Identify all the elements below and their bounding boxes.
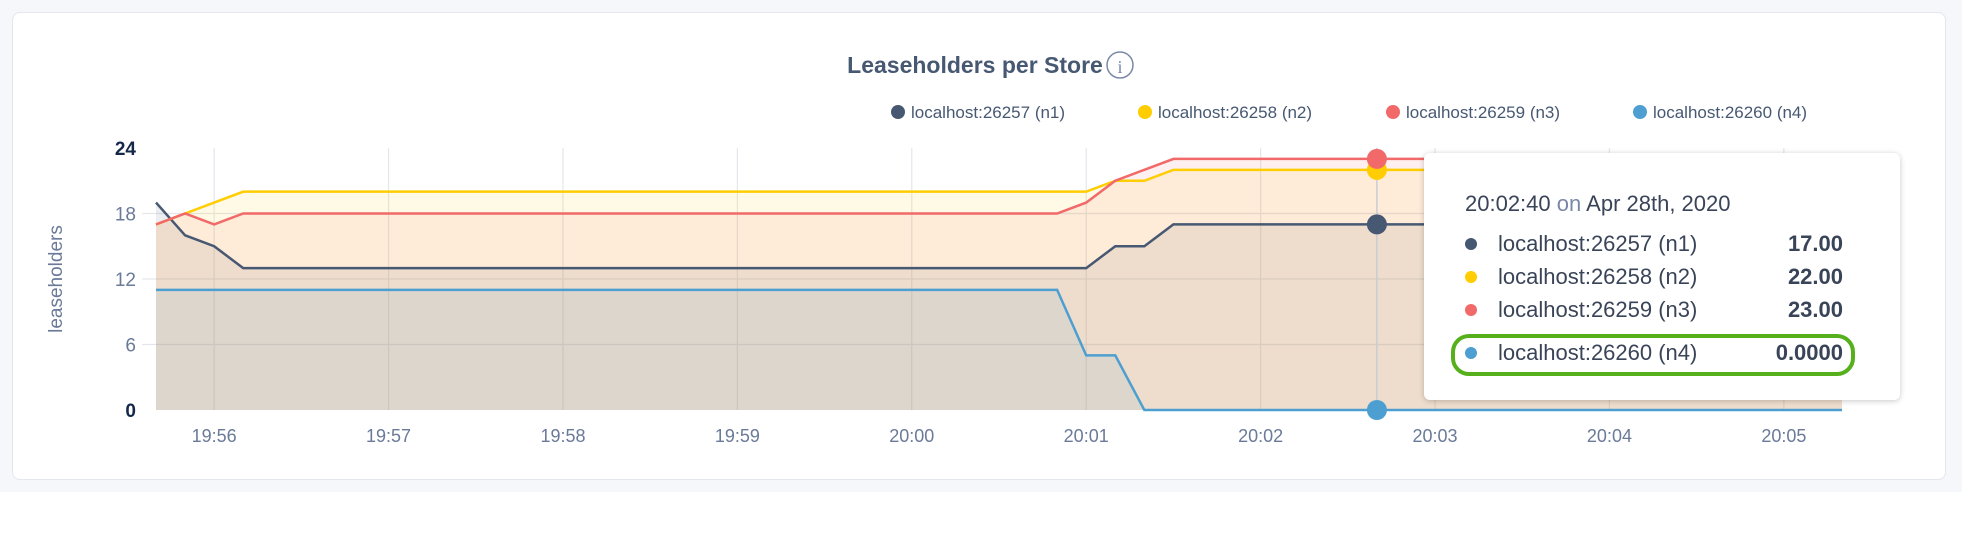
tooltip-label: localhost:26260 (n4): [1498, 340, 1698, 365]
legend-dot-icon: [1633, 105, 1647, 119]
tooltip-date: Apr 28th, 2020: [1586, 191, 1731, 216]
x-tick-label: 19:56: [192, 426, 237, 446]
legend-item: localhost:26260 (n4): [1653, 103, 1807, 122]
tooltip-value: 0.0000: [1775, 340, 1843, 365]
x-tick-label: 19:59: [715, 426, 760, 446]
x-tick-label: 20:02: [1238, 426, 1283, 446]
tooltip-label: localhost:26257 (n1): [1498, 231, 1698, 256]
x-tick-label: 19:57: [366, 426, 411, 446]
y-axis-label: leaseholders: [46, 225, 67, 333]
series-dot-icon: [1465, 304, 1477, 316]
chart-title: Leaseholders per Store: [847, 52, 1103, 78]
y-tick-label: 6: [125, 336, 136, 357]
hover-point: [1366, 148, 1387, 169]
info-icon: [1106, 51, 1134, 79]
legend-dot-icon: [891, 105, 905, 119]
legend-item: localhost:26258 (n2): [1158, 103, 1312, 122]
x-tick-label: 20:00: [889, 426, 934, 446]
tooltip-label: localhost:26258 (n2): [1498, 264, 1698, 289]
hover-point: [1366, 214, 1387, 235]
chart-tooltip: 20:02:40 on Apr 28th, 2020 localhost:262…: [1424, 153, 1900, 400]
x-tick-label: 20:04: [1587, 426, 1632, 446]
series-area: [156, 158, 1842, 410]
tooltip-title: 20:02:40 on Apr 28th, 2020: [1465, 191, 1900, 221]
series-area: [156, 289, 1842, 410]
tooltip-on: on: [1556, 191, 1582, 216]
info-icon-glyph: i: [1117, 57, 1122, 77]
y-tick-label: 12: [115, 270, 136, 291]
x-tick-label: 20:05: [1761, 426, 1806, 446]
series-dot-icon: [1465, 238, 1477, 250]
tooltip-time: 20:02:40: [1465, 191, 1551, 216]
tooltip-value: 23.00: [1787, 297, 1843, 322]
y-tick-label: 0: [125, 401, 136, 422]
tooltip-row-n1: localhost:26257 (n1) 17.00: [1465, 227, 1900, 260]
series-dot-icon: [1465, 271, 1477, 283]
y-tick-label: 18: [115, 205, 136, 226]
tooltip-row-n4: localhost:26260 (n4) 0.0000: [1465, 336, 1900, 369]
x-tick-label: 20:01: [1064, 426, 1109, 446]
hover-point: [1366, 400, 1387, 420]
y-tick-label: 24: [115, 139, 137, 160]
x-tick-label: 19:58: [540, 426, 585, 446]
tooltip-value: 17.00: [1787, 231, 1843, 256]
highlight-outline: [1451, 334, 1855, 376]
legend-dot-icon: [1386, 105, 1400, 119]
tooltip-value: 22.00: [1787, 264, 1843, 289]
legend-dot-icon: [1138, 105, 1152, 119]
tooltip-row-n2: localhost:26258 (n2) 22.00: [1465, 260, 1900, 293]
tooltip-label: localhost:26259 (n3): [1498, 297, 1698, 322]
series-area: [156, 202, 1842, 410]
legend-item: localhost:26259 (n3): [1406, 103, 1560, 122]
legend-item: localhost:26257 (n1): [911, 103, 1065, 122]
x-tick-label: 20:03: [1413, 426, 1458, 446]
tooltip-row-n3: localhost:26259 (n3) 23.00: [1465, 293, 1900, 326]
series-line: [156, 288, 1842, 412]
